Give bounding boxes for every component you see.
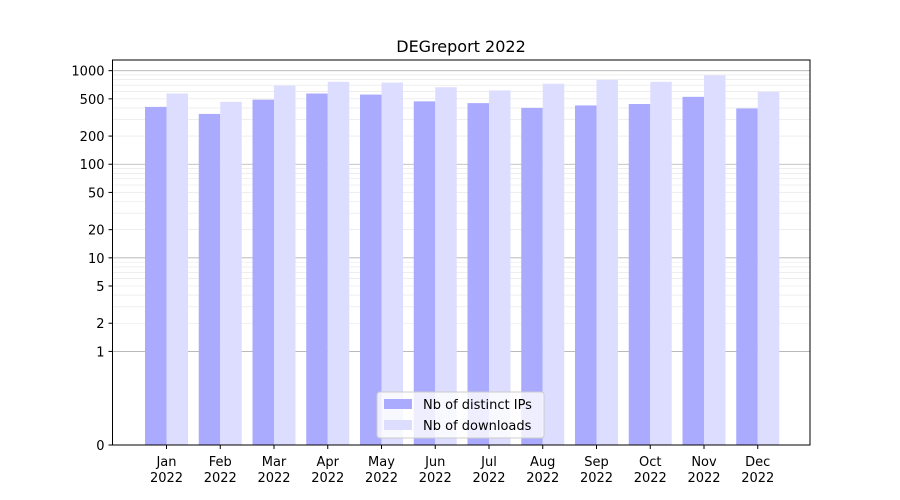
x-tick-label: Aug 2022 <box>526 455 559 486</box>
x-tick-label: Feb 2022 <box>204 455 237 486</box>
y-tick-label: 50 <box>88 186 105 201</box>
y-tick-label: 10 <box>88 252 105 267</box>
bar-distinct-ips <box>360 94 382 446</box>
bar-distinct-ips <box>467 103 489 445</box>
bar-downloads <box>542 83 565 445</box>
legend: Nb of distinct IPs Nb of downloads <box>376 391 545 439</box>
legend-label-distinct-ips: Nb of distinct IPs <box>423 398 532 413</box>
bar-distinct-ips <box>198 113 221 446</box>
bar-distinct-ips <box>736 108 758 446</box>
y-tick-label: 500 <box>80 93 105 108</box>
bar-distinct-ips <box>628 104 651 445</box>
bar-downloads <box>166 93 188 445</box>
y-tick-label: 100 <box>80 158 105 173</box>
x-tick-label: Nov 2022 <box>687 455 720 486</box>
legend-swatch-distinct-ips <box>384 399 412 409</box>
bar-distinct-ips <box>521 107 543 446</box>
y-tick-label: 1 <box>96 345 104 360</box>
x-tick-label: Jan 2022 <box>150 455 183 486</box>
bar-downloads <box>650 81 672 445</box>
x-tick-label: Jul 2022 <box>472 455 505 486</box>
y-tick-label: 1000 <box>71 65 104 80</box>
legend-box <box>376 391 545 439</box>
y-tick-label: 2 <box>96 317 104 332</box>
bar-distinct-ips <box>145 106 167 445</box>
bar-downloads <box>489 90 511 446</box>
bar-downloads <box>435 87 457 445</box>
bar-downloads <box>220 101 242 446</box>
bar-downloads <box>327 81 350 445</box>
bar-distinct-ips <box>682 96 704 445</box>
y-tick-label: 5 <box>96 280 104 295</box>
bars <box>145 75 780 446</box>
x-tick-label: Oct 2022 <box>634 455 667 486</box>
y-tick-label: 20 <box>88 224 105 239</box>
bar-distinct-ips <box>252 99 274 445</box>
x-tick-label: Jun 2022 <box>419 455 452 486</box>
y-tick-label: 200 <box>80 130 105 145</box>
y-axis: 0 1 2 5 10 20 50 100 200 500 1000 <box>71 65 113 454</box>
chart-title: DEGreport 2022 <box>396 37 526 56</box>
x-tick-label: Sep 2022 <box>580 455 613 486</box>
bar-downloads <box>596 79 618 445</box>
legend-label-downloads: Nb of downloads <box>423 419 532 434</box>
x-tick-label: Apr 2022 <box>311 455 344 486</box>
x-tick-label: Dec 2022 <box>741 455 774 486</box>
x-tick-label: May 2022 <box>365 455 398 486</box>
legend-swatch-downloads <box>384 420 412 430</box>
bar-downloads <box>274 85 296 445</box>
bar-distinct-ips <box>413 101 436 446</box>
bar-downloads <box>757 91 780 445</box>
bar-downloads <box>704 75 726 445</box>
x-axis: Jan 2022 Feb 2022 Mar 2022 Apr 2022 May 2022 Jun 20… <box>150 445 774 486</box>
y-tick-label: 0 <box>96 439 104 454</box>
bar-downloads <box>381 82 403 445</box>
plot-frame <box>112 59 811 446</box>
bar-distinct-ips <box>306 93 328 445</box>
bar-distinct-ips <box>575 105 597 445</box>
x-tick-label: Mar 2022 <box>257 455 290 486</box>
